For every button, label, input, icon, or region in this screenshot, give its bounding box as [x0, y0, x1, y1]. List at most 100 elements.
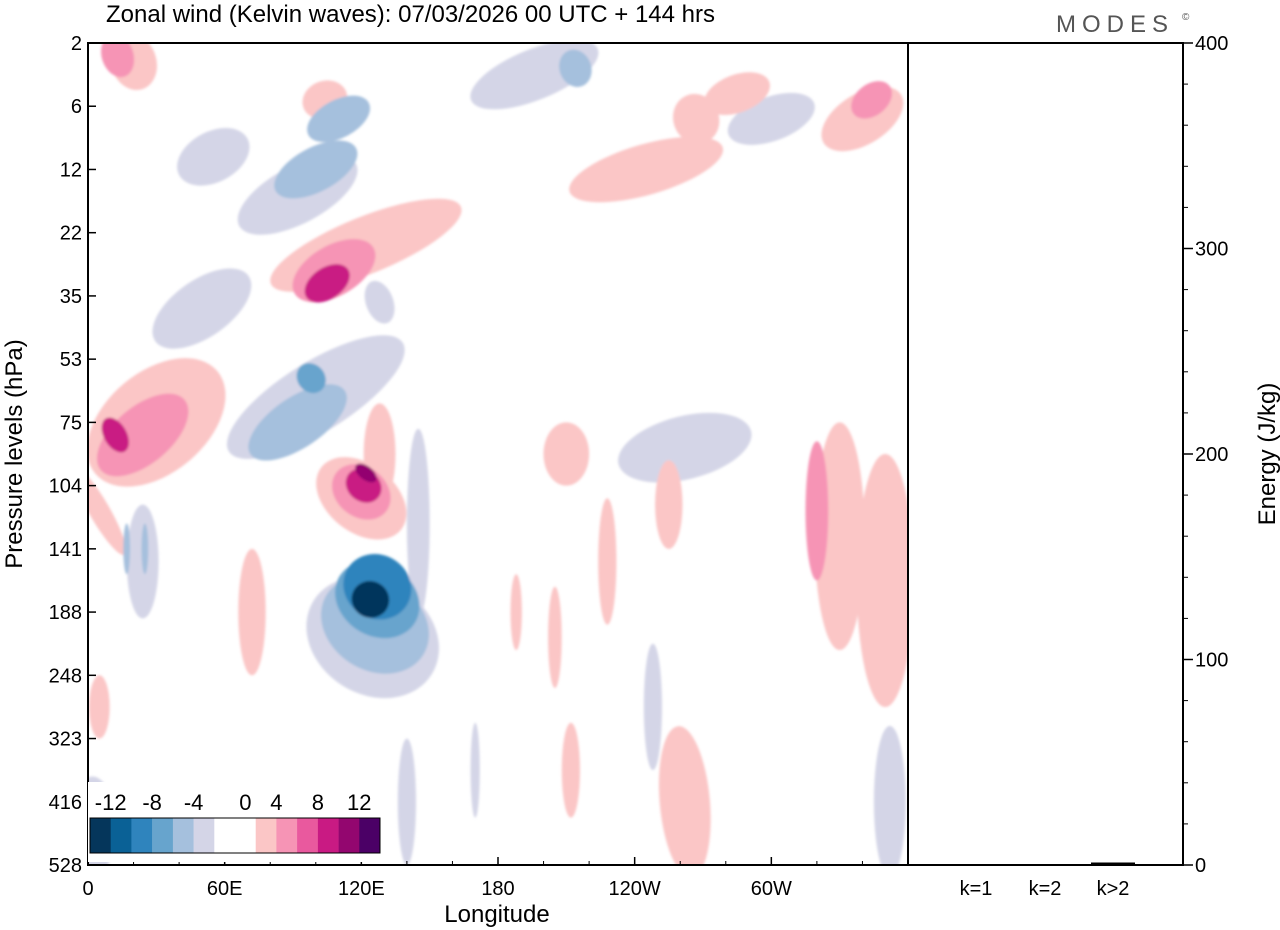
- easterly-anomaly-51: [296, 363, 326, 394]
- westerly-anomaly-31: [598, 498, 617, 625]
- colorbar-label: 0: [239, 790, 251, 815]
- y-tick-label: 22: [60, 223, 82, 245]
- easterly-anomaly-42: [248, 384, 347, 461]
- westerly-anomaly-33: [814, 422, 865, 650]
- easterly-anomaly-39: [141, 523, 149, 575]
- energy-tick-label: 400: [1195, 33, 1228, 55]
- energy-tick-label: 100: [1195, 650, 1228, 672]
- y-tick-label: 188: [49, 602, 82, 624]
- easterly-anomaly-9: [470, 722, 480, 818]
- westerly-anomaly-18: [88, 466, 127, 556]
- y-tick-label: 104: [49, 476, 82, 498]
- energy-bar: [1023, 864, 1067, 866]
- westerly-anomaly-25: [569, 136, 724, 203]
- pressure-axis-ticks: 2 6 12 22 35 53 75 104 141 188 248 323 416 528: [49, 33, 96, 877]
- y-tick-label: 35: [60, 286, 82, 308]
- colorbar-swatch: [297, 818, 319, 853]
- y-tick-label: 141: [49, 539, 82, 561]
- easterly-anomaly-13: [618, 412, 752, 483]
- colorbar-swatches: [90, 818, 381, 853]
- westerly-anomaly-29: [543, 422, 590, 486]
- energy-category-label: k>2: [1097, 878, 1130, 900]
- westerly-anomaly-37: [561, 722, 581, 818]
- colorbar-swatch: [359, 818, 381, 853]
- easterly-anomaly-8: [406, 428, 430, 619]
- colorbar-swatch: [110, 818, 132, 853]
- colorbar-frame: [89, 817, 381, 854]
- easterly-anomaly-0: [177, 128, 250, 186]
- easterly-anomaly-40: [274, 140, 358, 199]
- energy-tick-label: 300: [1195, 239, 1228, 261]
- westerly-anomaly-49: [851, 81, 893, 119]
- wind-anomaly-contours: [88, 43, 908, 865]
- energy-bars: [954, 862, 1135, 866]
- longitude-axis-ticks: 0 60E 120E 180 120W 60W: [82, 857, 863, 900]
- y-tick-label: 528: [49, 855, 82, 877]
- modes-logo-text: MODES: [1056, 11, 1174, 38]
- energy-bar: [1091, 862, 1135, 865]
- energy-panel: 0 100 200 300 400 k=1 k=2 k>2: [907, 33, 1228, 900]
- y-tick-label: 12: [60, 159, 82, 181]
- westerly-anomaly-27: [704, 72, 770, 115]
- x-tick-label: 60W: [751, 878, 792, 900]
- westerly-anomaly-45: [101, 43, 135, 78]
- colorbar-label: -8: [142, 790, 162, 815]
- chart-title: Zonal wind (Kelvin waves): 07/03/2026 00…: [106, 1, 715, 28]
- colorbar-swatch: [172, 818, 194, 853]
- y-tick-label: 416: [49, 792, 82, 814]
- westerly-anomaly-34: [658, 726, 711, 865]
- energy-tick-label: 200: [1195, 444, 1228, 466]
- westerly-anomaly-20: [89, 675, 110, 739]
- x-tick-label: 180: [481, 878, 514, 900]
- westerly-anomaly-50: [805, 441, 829, 581]
- colorbar-swatch: [152, 818, 174, 853]
- colorbar-swatch: [193, 818, 215, 853]
- colorbar-label: -4: [184, 790, 204, 815]
- westerly-anomaly-35: [548, 586, 562, 689]
- colorbar-labels: -12 -8 -4 0 4 8 12: [95, 790, 372, 815]
- westerly-anomaly-57: [355, 463, 377, 483]
- hovmoller-plot: [87, 42, 909, 866]
- colorbar-swatch: [90, 818, 111, 853]
- colorbar-swatch: [235, 818, 256, 853]
- modes-logo: MODES ©: [1056, 11, 1190, 38]
- y-tick-label: 248: [49, 665, 82, 687]
- easterly-anomaly-14: [643, 643, 663, 771]
- colorbar-swatch: [338, 818, 360, 853]
- easterly-anomaly-41: [307, 95, 371, 143]
- easterly-anomaly-6: [364, 280, 395, 324]
- westerly-anomaly-46: [96, 393, 189, 477]
- colorbar-swatch: [276, 818, 298, 853]
- westerly-anomaly-54: [304, 264, 350, 303]
- y-axis-right-label: Energy (J/kg): [1254, 383, 1280, 526]
- colorbar-swatch: [131, 818, 153, 853]
- easterly-anomaly-44: [559, 49, 592, 87]
- energy-panel-frame: [907, 42, 1184, 866]
- colorbar-label: -12: [95, 790, 127, 815]
- colorbar-swatch: [317, 818, 339, 853]
- x-tick-label: 0: [82, 878, 93, 900]
- colorbar-swatch: [255, 818, 277, 853]
- energy-bar: [954, 864, 998, 866]
- westerly-anomaly-36: [510, 574, 522, 650]
- energy-category-label: k=1: [960, 878, 993, 900]
- energy-tick-label: 0: [1195, 855, 1206, 877]
- colorbar-swatch: [214, 818, 236, 853]
- modes-logo-mark: ©: [1182, 12, 1190, 23]
- westerly-anomaly-19: [238, 548, 266, 676]
- colorbar-label: 4: [270, 790, 282, 815]
- westerly-anomaly-53: [101, 417, 130, 453]
- easterly-anomaly-58: [351, 581, 390, 618]
- y-tick-label: 75: [60, 412, 82, 434]
- easterly-anomaly-15: [873, 725, 906, 865]
- energy-category-labels: k=1 k=2 k>2: [960, 878, 1130, 900]
- westerly-anomaly-32: [856, 454, 908, 707]
- colorbar: -12 -8 -4 0 4 8 12: [88, 782, 382, 862]
- easterly-anomaly-10: [397, 738, 416, 865]
- energy-category-label: k=2: [1029, 878, 1062, 900]
- y-axis-label: Pressure levels (hPa): [1, 339, 28, 568]
- y-tick-label: 6: [71, 96, 82, 118]
- colorbar-label: 8: [312, 790, 324, 815]
- y-tick-label: 323: [49, 729, 82, 751]
